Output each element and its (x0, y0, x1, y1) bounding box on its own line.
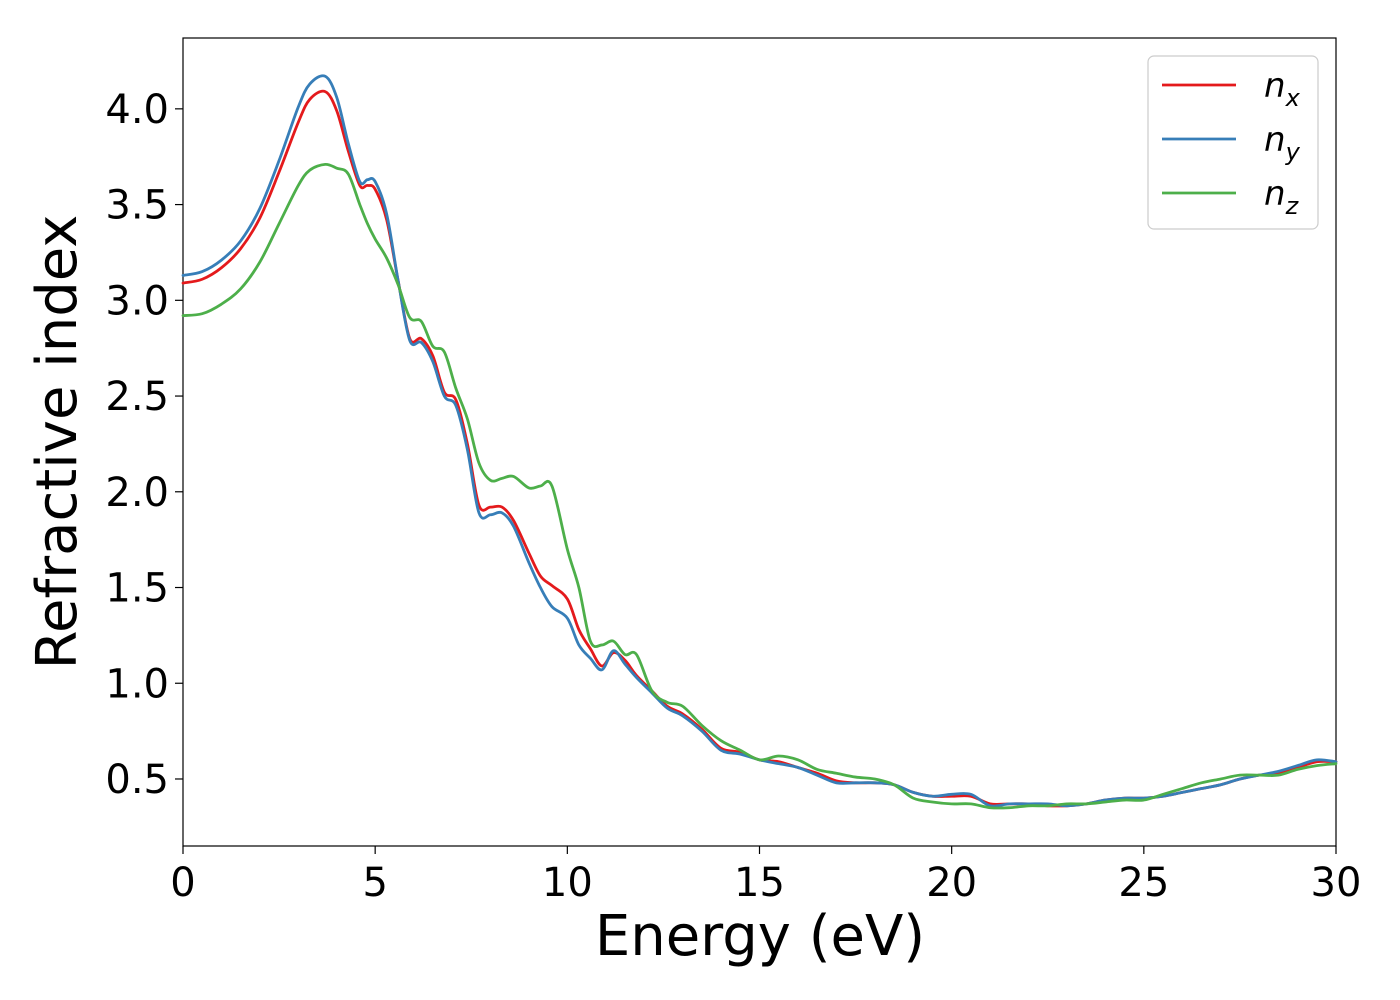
legend: nx ny nz (1147, 55, 1319, 230)
series-layer (181, 74, 1338, 810)
x-tick-label: 5 (362, 860, 387, 906)
x-tick-label: 20 (926, 860, 977, 906)
legend-label-n-y: ny (1264, 120, 1301, 166)
x-tick-label: 15 (734, 860, 785, 906)
y-tick-label: 2.5 (105, 374, 169, 420)
legend-label-n-x: nx (1264, 66, 1301, 112)
x-tick-label: 25 (1118, 860, 1169, 906)
y-tick-label: 3.0 (105, 278, 169, 324)
x-tick-label: 10 (542, 860, 593, 906)
y-axis-title: Refractive index (25, 215, 90, 670)
series-line-n-z (181, 162, 1338, 810)
legend-label-n-z: nz (1264, 174, 1300, 220)
x-axis-title: Energy (eV) (595, 904, 925, 969)
y-axis: 0.5 1.0 1.5 2.0 2.5 3.0 3.5 4.0 (105, 87, 183, 803)
y-tick-label: 0.5 (105, 757, 169, 803)
y-tick-label: 3.5 (105, 183, 169, 229)
legend-box (1147, 55, 1319, 230)
y-tick-label: 2.0 (105, 470, 169, 516)
y-tick-label: 4.0 (105, 87, 169, 133)
y-tick-label: 1.0 (105, 661, 169, 707)
x-tick-label: 0 (170, 860, 195, 906)
y-tick-label: 1.5 (105, 566, 169, 612)
x-axis: 0 5 10 15 20 25 30 (170, 846, 1361, 906)
x-tick-label: 30 (1311, 860, 1362, 906)
